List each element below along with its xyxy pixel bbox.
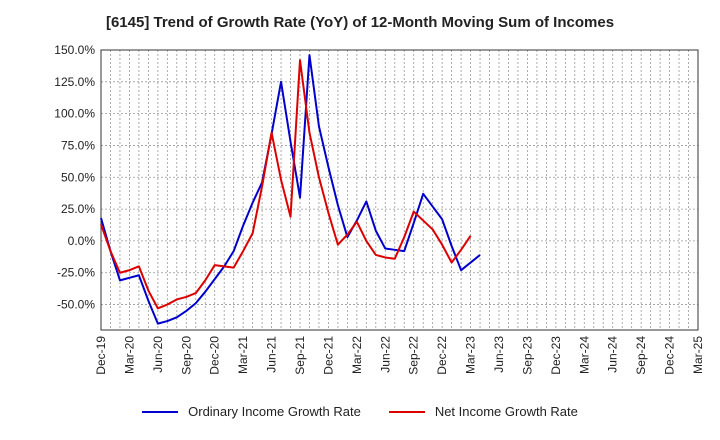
x-tick-label: Dec-19 <box>94 336 108 375</box>
x-tick-label: Dec-24 <box>663 336 677 375</box>
x-tick-label: Mar-20 <box>122 336 136 374</box>
x-tick-label: Mar-24 <box>577 336 591 374</box>
legend-label-ordinary-income: Ordinary Income Growth Rate <box>188 404 361 419</box>
x-tick-label: Dec-22 <box>435 336 449 375</box>
x-tick-label: Sep-22 <box>407 336 421 375</box>
y-tick-label: 25.0% <box>61 202 95 216</box>
chart-title: [6145] Trend of Growth Rate (YoY) of 12-… <box>105 14 615 31</box>
x-tick-label: Jun-20 <box>151 336 165 373</box>
y-tick-label: -50.0% <box>57 298 95 312</box>
x-tick-label: Mar-25 <box>691 336 705 374</box>
x-tick-label: Dec-23 <box>549 336 563 375</box>
legend: Ordinary Income Growth Rate Net Income G… <box>0 404 720 419</box>
x-tick-label: Jun-23 <box>492 336 506 373</box>
x-tick-label: Jun-22 <box>378 336 392 373</box>
y-tick-label: 50.0% <box>61 170 95 184</box>
legend-item-net-income: Net Income Growth Rate <box>388 404 578 419</box>
y-tick-label: 150.0% <box>54 43 95 57</box>
series-line-net-income <box>100 59 472 310</box>
legend-swatch-net-income <box>388 410 425 413</box>
legend-swatch-ordinary-income <box>142 410 179 413</box>
legend-item-ordinary-income: Ordinary Income Growth Rate <box>142 404 361 419</box>
x-tick-label: Sep-24 <box>634 336 648 375</box>
x-tick-label: Dec-21 <box>321 336 335 375</box>
x-tick-label: Jun-24 <box>606 336 620 373</box>
y-tick-label: 100.0% <box>54 107 95 121</box>
x-tick-label: Jun-21 <box>265 336 279 373</box>
x-tick-label: Mar-22 <box>350 336 364 374</box>
y-tick-label: -25.0% <box>57 266 95 280</box>
plot-frame <box>100 49 699 331</box>
y-tick-label: 0.0% <box>68 234 96 248</box>
y-tick-label: 75.0% <box>61 138 95 152</box>
x-tick-label: Sep-21 <box>293 336 307 375</box>
x-tick-label: Mar-23 <box>464 336 478 374</box>
x-tick-label: Sep-20 <box>179 336 193 375</box>
y-tick-label: 125.0% <box>54 75 95 89</box>
x-tick-label: Dec-20 <box>208 336 222 375</box>
legend-label-net-income: Net Income Growth Rate <box>434 404 578 419</box>
x-tick-label: Mar-21 <box>236 336 250 374</box>
x-tick-label: Sep-23 <box>520 336 534 375</box>
